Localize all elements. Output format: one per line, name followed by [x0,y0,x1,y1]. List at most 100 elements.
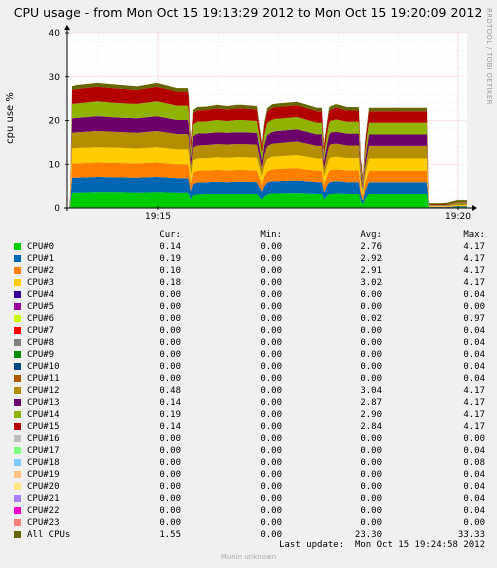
legend-max: 0.00 [463,518,485,528]
legend-cur: 0.00 [159,362,181,372]
area-cpu-12 [69,131,467,208]
legend-name: CPU#3 [27,278,55,288]
legend-cur: 0.00 [159,458,181,468]
legend-max: 0.04 [463,350,485,360]
legend-row: CPU#16 0.00 0.00 0.00 0.00 [0,433,497,445]
legend-name: CPU#2 [27,266,55,276]
legend-row: CPU#14 0.19 0.00 2.90 4.17 [0,409,497,421]
y-tick-label: 30 [49,73,61,83]
legend-max: 33.33 [457,530,485,540]
chart-title: CPU usage - from Mon Oct 15 19:13:29 201… [14,5,483,20]
area-cpu-3 [69,147,467,208]
legend-swatch [14,387,21,394]
area-cpu-1 [69,176,467,208]
legend-name: CPU#15 [27,422,60,432]
legend-avg: 0.00 [360,470,382,480]
legend-max: 0.08 [463,458,485,468]
legend-avg: 0.00 [360,302,382,312]
legend-name: CPU#16 [27,434,60,444]
y-axis-arrow [64,25,70,30]
legend-cur: 0.19 [159,254,181,264]
legend-cur: 0.10 [159,266,181,276]
legend-name: CPU#5 [27,302,55,312]
legend-row: CPU#5 0.00 0.00 0.00 0.00 [0,301,497,313]
legend-avg: 2.91 [360,266,382,276]
legend-min: 0.00 [260,338,282,348]
header-min: Min: [260,230,282,240]
legend-swatch [14,363,21,370]
legend-avg: 2.76 [360,242,382,252]
legend-name: CPU#18 [27,458,60,468]
legend-cur: 0.00 [159,506,181,516]
legend-name: CPU#10 [27,362,60,372]
legend-cur: 0.14 [159,422,181,432]
legend-row: CPU#10 0.00 0.00 0.00 0.04 [0,361,497,373]
legend-min: 0.00 [260,278,282,288]
legend-swatch [14,351,21,358]
legend-swatch [14,291,21,298]
legend-name: CPU#1 [27,254,55,264]
legend-max: 0.04 [463,338,485,348]
legend-row: CPU#11 0.00 0.00 0.00 0.04 [0,373,497,385]
legend-avg: 0.00 [360,362,382,372]
legend-cur: 0.00 [159,374,181,384]
legend-min: 0.00 [260,422,282,432]
legend-max: 4.17 [463,410,485,420]
legend-max: 0.04 [463,482,485,492]
legend-cur: 0.00 [159,326,181,336]
legend-max: 0.97 [463,314,485,324]
legend-avg: 0.00 [360,446,382,456]
header-avg: Avg: [360,230,382,240]
x-tick-label: 19:15 [145,212,171,222]
area-cpu-15 [69,86,467,208]
legend-swatch [14,399,21,406]
legend-row: All CPUs 1.55 0.00 23.30 33.33 [0,529,497,541]
legend-avg: 3.04 [360,386,382,396]
legend-max: 0.04 [463,290,485,300]
legend-rows: CPU#0 0.14 0.00 2.76 4.17 CPU#1 0.19 0.00 2.92 4.… [0,241,497,541]
legend-avg: 2.92 [360,254,382,264]
legend-min: 0.00 [260,398,282,408]
legend-name: CPU#8 [27,338,55,348]
legend-max: 4.17 [463,278,485,288]
legend-row: CPU#3 0.18 0.00 3.02 4.17 [0,277,497,289]
y-tick-label: 20 [49,117,61,127]
legend-cur: 0.19 [159,410,181,420]
legend-avg: 0.00 [360,434,382,444]
area-all-cpus [69,82,467,208]
legend-cur: 0.00 [159,446,181,456]
legend-cur: 0.00 [159,518,181,528]
legend-swatch [14,507,21,514]
legend-table: Cur: Min: Avg: Max: CPU#0 0.14 0.00 2.76 4.1… [0,229,497,541]
legend-max: 4.17 [463,266,485,276]
cpu-usage-chart: CPU usage - from Mon Oct 15 19:13:29 201… [5,5,493,222]
legend-name: CPU#17 [27,446,60,456]
legend-min: 0.00 [260,326,282,336]
legend-cur: 0.00 [159,482,181,492]
legend-avg: 23.30 [354,530,382,540]
legend-max: 0.04 [463,362,485,372]
legend-avg: 0.00 [360,350,382,360]
legend-avg: 0.00 [360,506,382,516]
legend-cur: 0.14 [159,242,181,252]
legend-avg: 2.84 [360,422,382,432]
legend-avg: 0.00 [360,374,382,384]
area-cpu-13 [69,116,467,208]
y-tick-label: 40 [49,29,61,39]
legend-name: CPU#9 [27,350,55,360]
legend-min: 0.00 [260,242,282,252]
legend-avg: 0.00 [360,290,382,300]
legend-row: CPU#13 0.14 0.00 2.87 4.17 [0,397,497,409]
legend-name: CPU#13 [27,398,60,408]
legend-avg: 0.00 [360,482,382,492]
legend-row: CPU#6 0.00 0.00 0.02 0.97 [0,313,497,325]
legend-avg: 0.00 [360,338,382,348]
legend-min: 0.00 [260,494,282,504]
legend-min: 0.00 [260,530,282,540]
legend-cur: 0.00 [159,470,181,480]
legend-min: 0.00 [260,266,282,276]
legend-avg: 2.90 [360,410,382,420]
legend-row: CPU#22 0.00 0.00 0.00 0.04 [0,505,497,517]
legend-swatch [14,447,21,454]
legend-cur: 0.48 [159,386,181,396]
